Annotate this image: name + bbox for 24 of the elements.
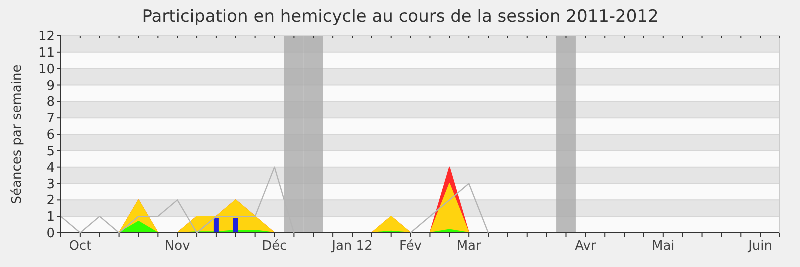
y-axis-title: Séances par semaine: [10, 64, 25, 204]
y-tick-label: 10: [38, 62, 55, 78]
y-tick-label: 9: [46, 78, 55, 94]
y-tick-label: 2: [46, 194, 55, 209]
y-tick-label: 1: [46, 210, 55, 226]
x-tick-label: Fév: [400, 239, 422, 254]
y-tick-label: 0: [46, 226, 55, 242]
chart-title: Participation en hemicycle au cours de la session 2011-2012: [142, 7, 659, 27]
x-tick-label: Oct: [69, 239, 92, 254]
y-tick-label: 6: [46, 128, 55, 144]
y-tick-label: 7: [46, 112, 55, 127]
x-tick-label: Juin: [748, 239, 773, 254]
y-tick-label: 5: [46, 144, 55, 160]
x-tick-label: Nov: [164, 239, 191, 254]
x-tick-label: Jan 12: [331, 239, 373, 254]
y-tick-label: 3: [46, 177, 55, 192]
x-tick-label: Avr: [575, 239, 597, 254]
y-tick-label: 4: [46, 160, 55, 176]
x-tick-label: Mar: [456, 239, 482, 254]
x-tick-label: Déc: [262, 239, 288, 254]
y-tick-label: 8: [46, 95, 55, 110]
y-tick-label: 11: [38, 46, 55, 61]
y-tick-label: 12: [38, 30, 55, 45]
x-tick-label: Mai: [652, 239, 675, 254]
